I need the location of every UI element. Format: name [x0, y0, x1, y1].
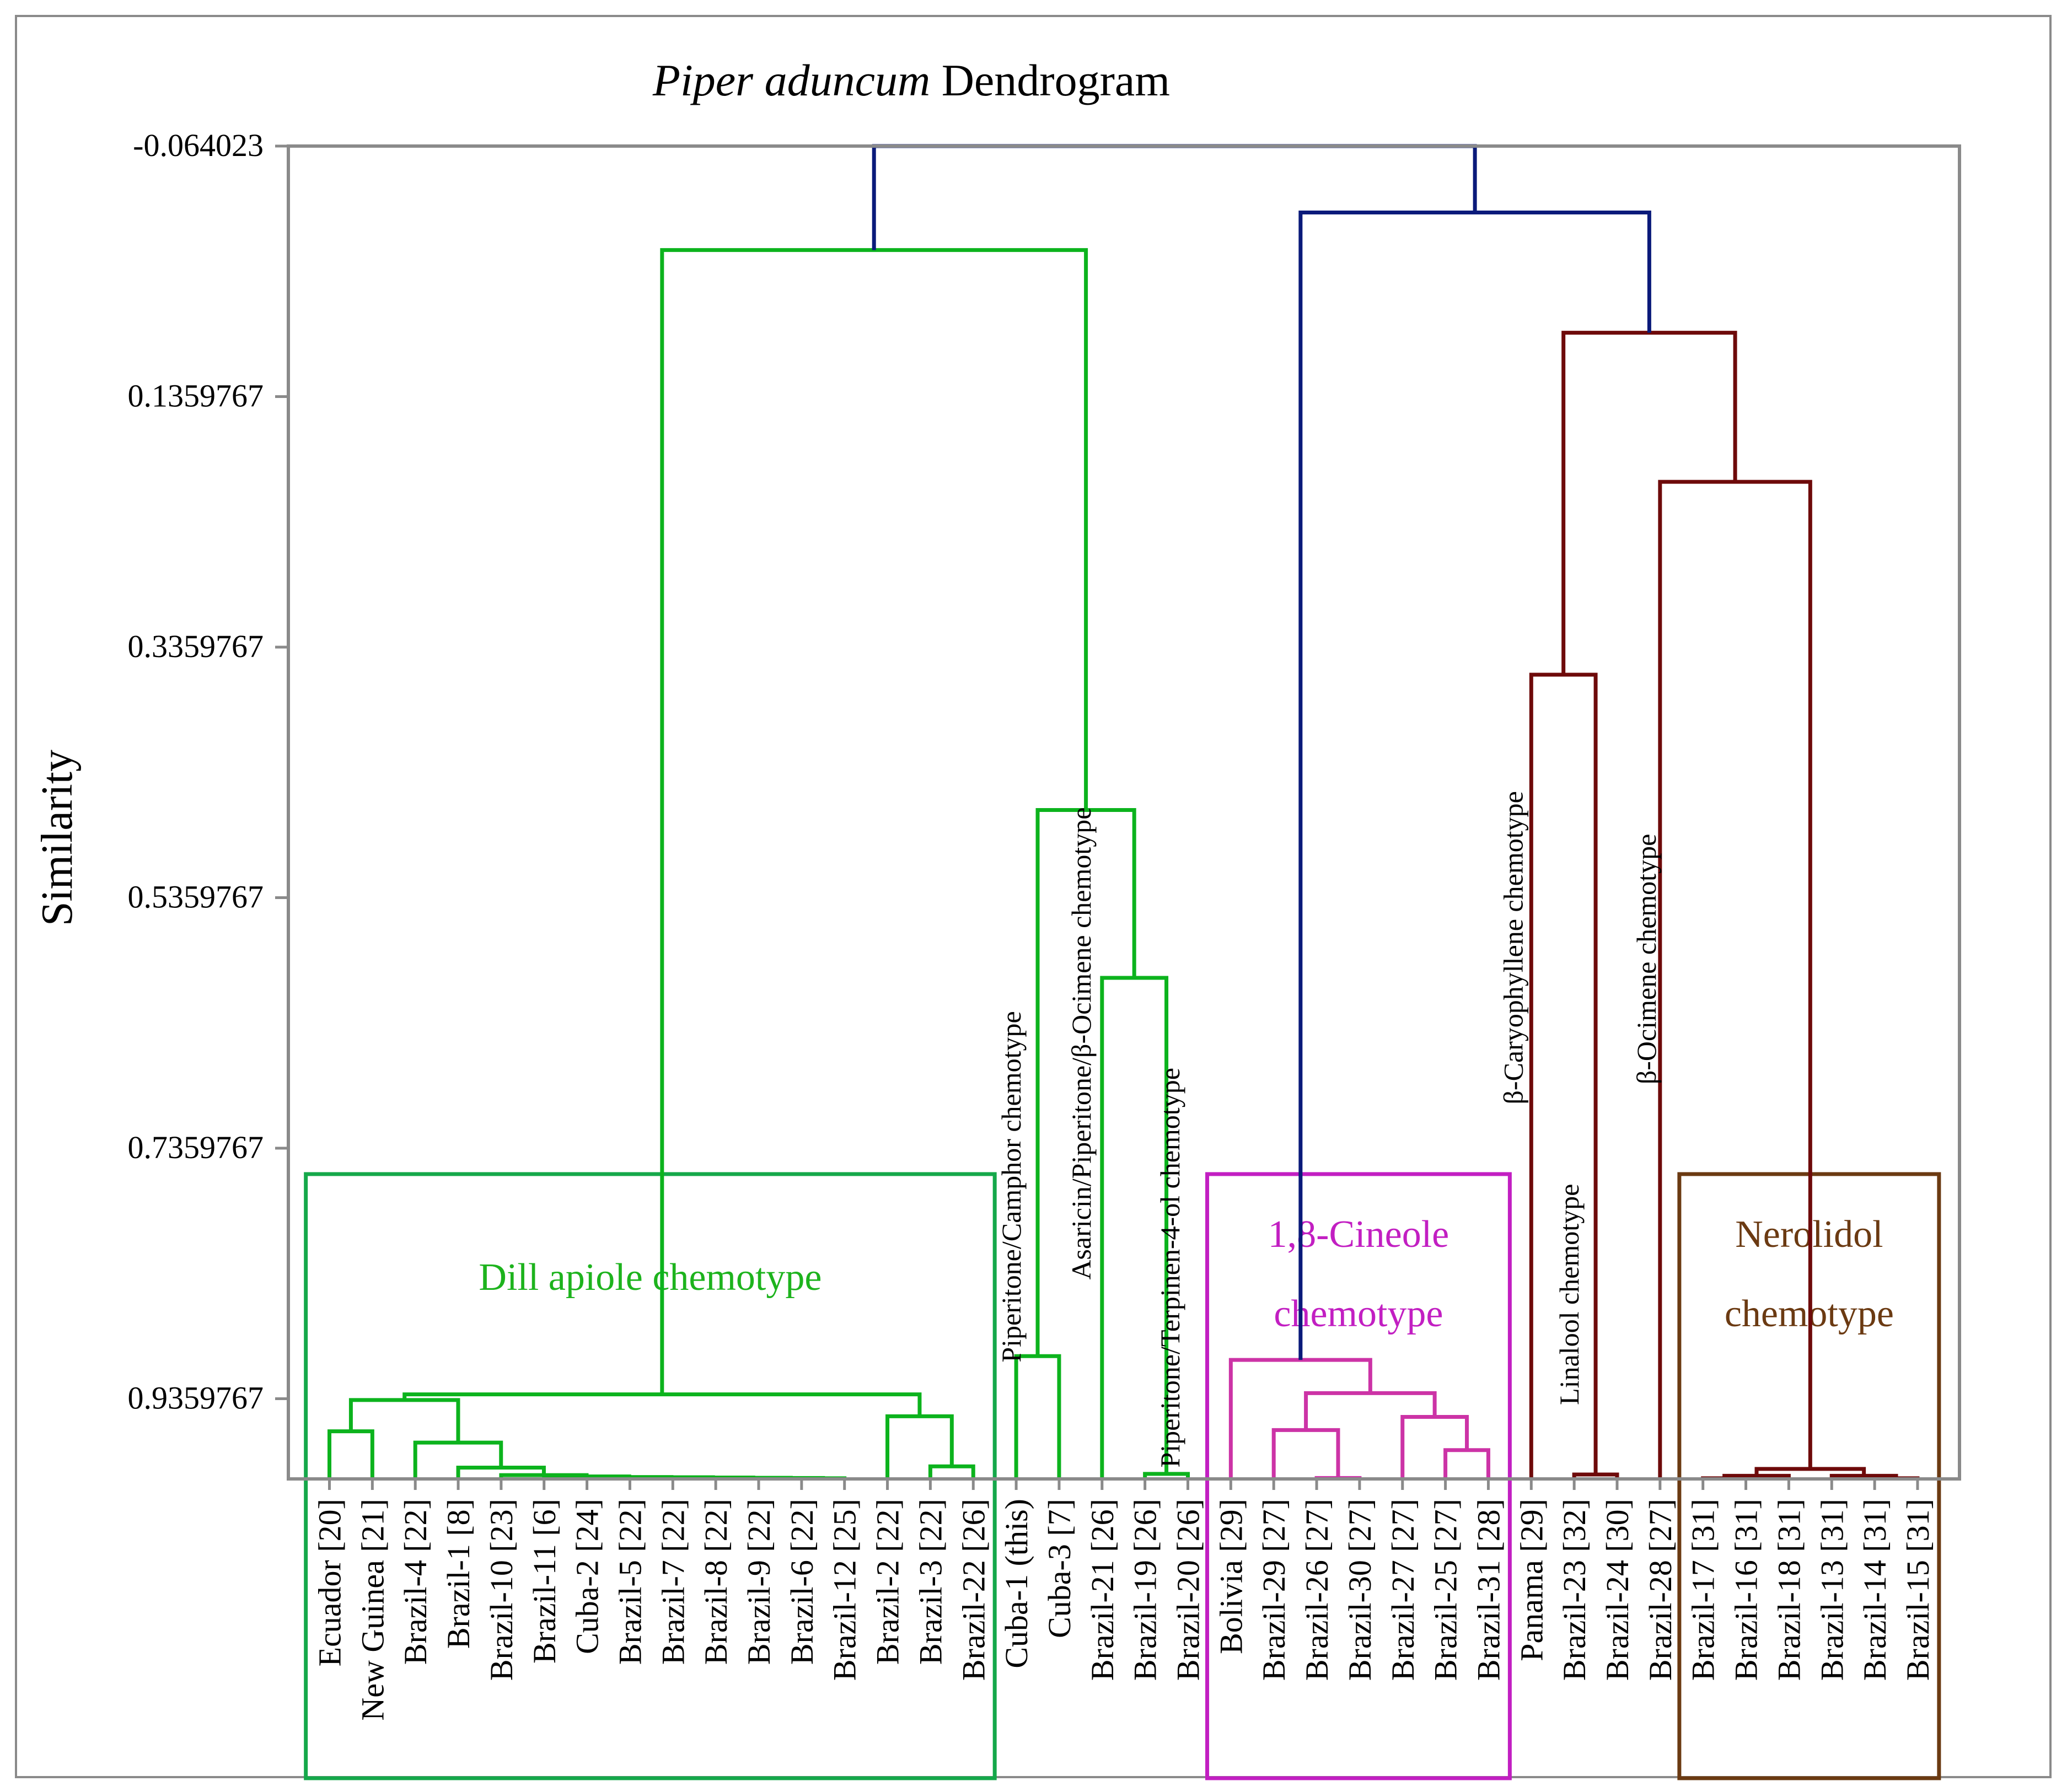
- leaf-label-11: Brazil-6 [22]: [784, 1499, 820, 1665]
- leaf-label-10: Brazil-9 [22]: [741, 1499, 777, 1665]
- dendrogram-link-14: [402, 1392, 922, 1417]
- leaf-label-21: Bolivia [29]: [1213, 1499, 1249, 1654]
- y-axis: -0.064023 0.1359767 0.3359767 0.5359767 0.73…: [128, 127, 288, 1416]
- outer-frame: [15, 15, 2052, 1778]
- leaf-label-18: Brazil-21 [26]: [1084, 1499, 1120, 1681]
- leaf-label-8: Brazil-7 [22]: [655, 1499, 691, 1665]
- leaf-label-0: Ecuador [20]: [312, 1499, 348, 1666]
- leaf-label-13: Brazil-2 [22]: [870, 1499, 906, 1665]
- leaf-label-32: Brazil-17 [31]: [1685, 1499, 1721, 1681]
- leaf-label-24: Brazil-30 [27]: [1342, 1499, 1378, 1681]
- leaf-label-2: Brazil-4 [22]: [398, 1499, 433, 1665]
- leaf-label-36: Brazil-14 [31]: [1857, 1499, 1893, 1681]
- leaf-label-27: Brazil-31 [28]: [1470, 1499, 1506, 1681]
- leaf-label-9: Brazil-8 [22]: [698, 1499, 734, 1665]
- chart-title: Piper aduncum Dendrogram: [652, 55, 1170, 105]
- leaf-label-4: Brazil-10 [23]: [484, 1499, 519, 1681]
- leaf-labels: Ecuador [20] New Guinea [21] Brazil-4 [22]…: [312, 1479, 1936, 1721]
- leaf-label-6: Cuba-2 [24]: [570, 1499, 605, 1654]
- leaf-label-16: Cuba-1 (this): [998, 1499, 1034, 1669]
- dendrogram-link-26: [1572, 1472, 1619, 1479]
- leaf-label-12: Brazil-12 [25]: [827, 1499, 863, 1681]
- leaf-label-3: Brazil-1 [8]: [441, 1499, 476, 1649]
- y-tick-label-5: 0.9359767: [128, 1380, 264, 1416]
- leaf-label-5: Brazil-11 [6]: [527, 1499, 562, 1664]
- leaf-label-1: New Guinea [21]: [355, 1499, 390, 1721]
- leaf-label-22: Brazil-29 [27]: [1256, 1499, 1292, 1681]
- leaf-label-34: Brazil-18 [31]: [1771, 1499, 1807, 1681]
- leaf-label-30: Brazil-24 [30]: [1599, 1499, 1635, 1681]
- leaf-label-14: Brazil-3 [22]: [912, 1499, 948, 1665]
- leaf-label-25: Brazil-27 [27]: [1385, 1499, 1421, 1681]
- dendrogram-link-34: [1561, 331, 1737, 675]
- chemotype-box-label-0-0: Dill apiole chemotype: [479, 1256, 822, 1299]
- leaf-label-33: Brazil-16 [31]: [1728, 1499, 1764, 1681]
- y-tick-label-2: 0.3359767: [128, 628, 264, 664]
- leaf-label-35: Brazil-13 [31]: [1814, 1499, 1850, 1681]
- chemotype-box-label-1-0: 1,8-Cineole: [1268, 1213, 1449, 1256]
- y-tick-label-3: 0.5359767: [128, 879, 264, 915]
- y-tick-label-1: 0.1359767: [128, 378, 264, 414]
- leaf-label-19: Brazil-19 [26]: [1128, 1499, 1163, 1681]
- leaf-label-20: Brazil-20 [26]: [1171, 1499, 1206, 1681]
- leaf-label-29: Brazil-23 [32]: [1556, 1499, 1592, 1681]
- chemotype-annotation-2: Piperitone/Terpinen-4-ol chemotype: [1155, 1068, 1185, 1467]
- dendrogram-link-8: [456, 1466, 546, 1479]
- leaf-label-37: Brazil-15 [31]: [1900, 1499, 1936, 1681]
- leaf-label-28: Panama [29]: [1513, 1499, 1549, 1661]
- chemotype-box-1: [1205, 1172, 1512, 1780]
- leaf-label-26: Brazil-25 [27]: [1428, 1499, 1464, 1681]
- leaf-label-31: Brazil-28 [27]: [1642, 1499, 1678, 1681]
- leaf-label-15: Brazil-22 [26]: [955, 1499, 991, 1681]
- chemotype-annotation-0: Piperitone/Camphor chemotype: [996, 1011, 1027, 1362]
- y-tick-label-4: 0.7359767: [128, 1129, 264, 1165]
- chemotype-annotation-4: Linalool chemotype: [1554, 1184, 1585, 1405]
- chemotype-box-0: [304, 1172, 997, 1780]
- chemotype-annotation-1: Asaricin/Piperitone/β-Ocimene chemotype: [1066, 808, 1097, 1280]
- chemotype-annotations: Piperitone/Camphor chemotype Asaricin/Pip…: [996, 791, 1662, 1467]
- dendrogram-link-17: [1100, 976, 1169, 1479]
- leaf-label-23: Brazil-26 [27]: [1299, 1499, 1335, 1681]
- y-axis-label: Similarity: [33, 750, 82, 926]
- leaf-label-17: Cuba-3 [7]: [1041, 1499, 1077, 1638]
- leaf-label-7: Brazil-5 [22]: [612, 1499, 648, 1665]
- chart-title-rest: Dendrogram: [930, 55, 1170, 105]
- chart-title-italic: Piper aduncum: [652, 55, 930, 105]
- dendrogram-link-9: [413, 1440, 503, 1479]
- chemotype-annotation-3: β-Caryophyllene chemotype: [1498, 791, 1529, 1104]
- plot-frame: [287, 144, 1961, 1481]
- y-tick-label-0: -0.064023: [133, 127, 264, 163]
- chemotype-annotation-5: β-Ocimene chemotype: [1631, 834, 1662, 1084]
- dendrogram-link-32: [1754, 1467, 1866, 1476]
